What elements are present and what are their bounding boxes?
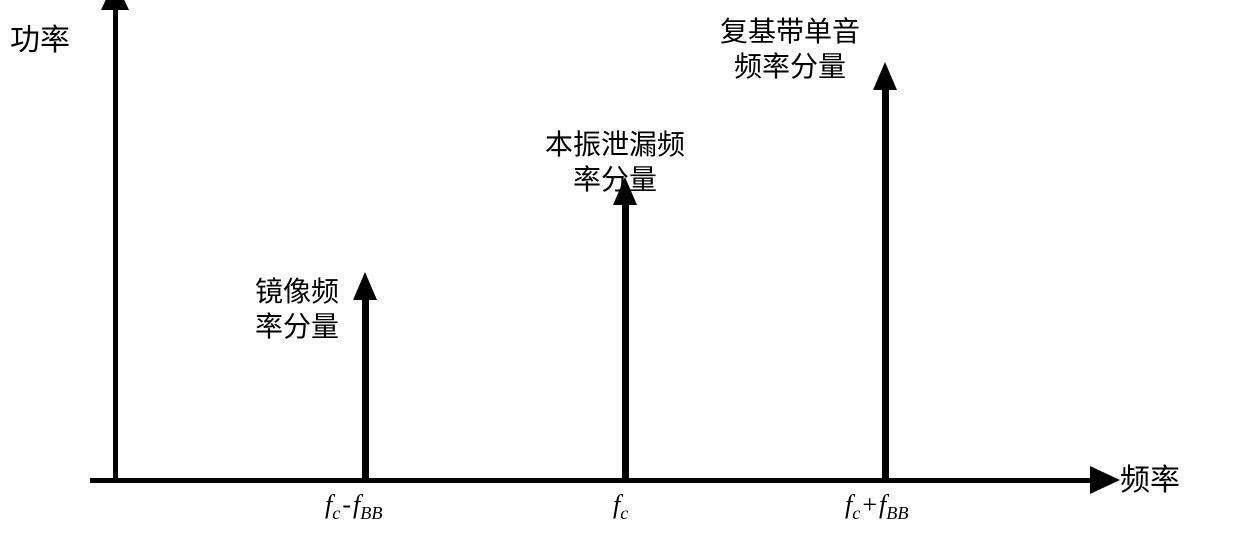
peak-image-arrowhead [353,272,377,300]
spectrum-diagram: 功率频率 镜像频 率分量 fc-fBB 本振泄漏频 率分量 fc 复基带单音 频率分量 fc… [0,0,1240,549]
y-axis-arrowhead [101,0,129,10]
peak-image-shaft [362,300,369,480]
peak-lo-leak-label: 本振泄漏频 率分量 [545,128,685,198]
peak-lo-leak-shaft [622,205,629,480]
x-axis-label: 频率 [1120,462,1180,500]
y-axis-label: 功率 [10,22,70,60]
peak-baseband-tone-arrowhead [873,62,897,90]
tick-lo-leak-label: fc [613,490,628,524]
x-axis [90,478,1090,483]
tick-baseband-tone-label: fc+fBB [845,490,908,524]
y-axis [113,10,118,480]
peak-image-label: 镜像频 率分量 [255,275,339,345]
x-axis-arrowhead [1090,466,1120,494]
peak-baseband-tone-label: 复基带单音 频率分量 [720,15,860,85]
peak-baseband-tone-shaft [882,90,889,480]
tick-image-label: fc-fBB [325,490,382,524]
